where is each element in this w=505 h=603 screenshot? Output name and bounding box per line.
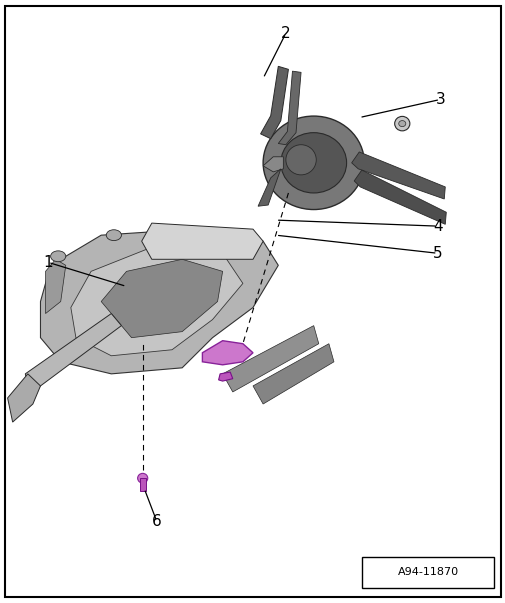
- Ellipse shape: [285, 145, 316, 175]
- Polygon shape: [45, 259, 66, 314]
- Polygon shape: [40, 229, 278, 374]
- Ellipse shape: [280, 133, 346, 193]
- Polygon shape: [278, 71, 300, 145]
- Polygon shape: [101, 259, 222, 338]
- Text: 6: 6: [152, 514, 162, 529]
- Ellipse shape: [398, 121, 405, 127]
- Text: 2: 2: [280, 26, 290, 40]
- Polygon shape: [218, 372, 232, 381]
- FancyBboxPatch shape: [361, 557, 493, 588]
- Ellipse shape: [394, 116, 409, 131]
- Polygon shape: [354, 170, 445, 224]
- Text: 1: 1: [43, 255, 53, 270]
- Ellipse shape: [137, 473, 147, 483]
- FancyBboxPatch shape: [139, 478, 145, 491]
- Ellipse shape: [50, 251, 66, 262]
- Text: 3: 3: [434, 92, 444, 107]
- Text: 4: 4: [432, 219, 442, 233]
- Polygon shape: [263, 157, 283, 172]
- Polygon shape: [252, 344, 333, 404]
- Text: A94-11870: A94-11870: [397, 567, 458, 577]
- Polygon shape: [351, 152, 444, 199]
- Polygon shape: [222, 326, 318, 392]
- Ellipse shape: [263, 116, 364, 210]
- Polygon shape: [141, 223, 263, 259]
- Polygon shape: [25, 314, 121, 398]
- Polygon shape: [202, 341, 252, 365]
- Polygon shape: [258, 169, 280, 206]
- Polygon shape: [8, 374, 40, 422]
- Polygon shape: [71, 247, 242, 356]
- Text: 5: 5: [432, 246, 442, 260]
- Ellipse shape: [106, 230, 121, 241]
- Polygon shape: [260, 66, 288, 139]
